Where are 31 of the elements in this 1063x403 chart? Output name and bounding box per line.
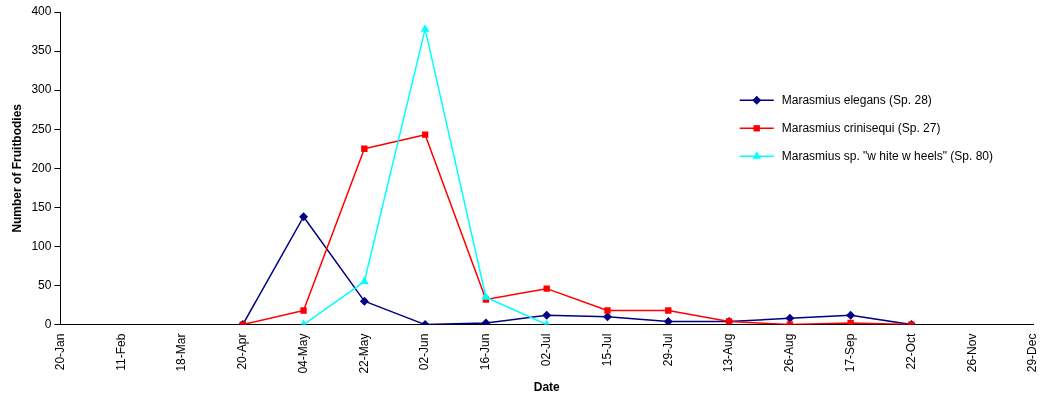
x-tick-label: 15-Jul bbox=[599, 333, 614, 367]
y-tick-label: 100 bbox=[31, 238, 52, 253]
legend-label: Marasmius elegans (Sp. 28) bbox=[781, 92, 932, 107]
x-tick-label: 04-May bbox=[295, 333, 310, 374]
y-tick-label: 250 bbox=[31, 121, 52, 136]
y-tick-label: 0 bbox=[44, 316, 52, 331]
x-tick-label: 29-Dec bbox=[1025, 333, 1040, 373]
x-tick-label: 22-May bbox=[356, 333, 371, 374]
x-tick-label: 16-Jun bbox=[478, 333, 493, 371]
y-tick-label: 50 bbox=[38, 277, 52, 292]
x-tick-label: 02-Jun bbox=[417, 333, 432, 371]
y-tick-label: 350 bbox=[31, 43, 52, 58]
x-axis-title: Date bbox=[533, 380, 561, 395]
x-tick-label: 29-Jul bbox=[660, 333, 675, 367]
x-tick-label: 17-Sep bbox=[842, 333, 857, 373]
y-tick-label: 200 bbox=[31, 160, 52, 175]
x-tick-label: 22-Oct bbox=[903, 332, 918, 370]
x-tick-label: 26-Aug bbox=[782, 333, 797, 373]
y-tick-label: 150 bbox=[31, 199, 52, 214]
x-tick-label: 13-Aug bbox=[721, 333, 736, 373]
x-tick-label: 26-Nov bbox=[964, 333, 979, 373]
legend-label: Marasmius sp. "w hite w heels" (Sp. 80) bbox=[781, 148, 994, 163]
x-tick-label: 11-Feb bbox=[113, 333, 128, 371]
x-tick-label: 20-Jan bbox=[52, 333, 67, 371]
y-axis-title: Number of Fruitbodies bbox=[9, 103, 24, 233]
y-tick-label: 400 bbox=[31, 4, 52, 19]
x-tick-label: 18-Mar bbox=[174, 333, 189, 372]
x-tick-label: 02-Jul bbox=[539, 333, 554, 367]
x-tick-label: 20-Apr bbox=[235, 333, 250, 370]
legend-label: Marasmius crinisequi (Sp. 27) bbox=[781, 120, 941, 135]
y-tick-label: 300 bbox=[31, 82, 52, 97]
